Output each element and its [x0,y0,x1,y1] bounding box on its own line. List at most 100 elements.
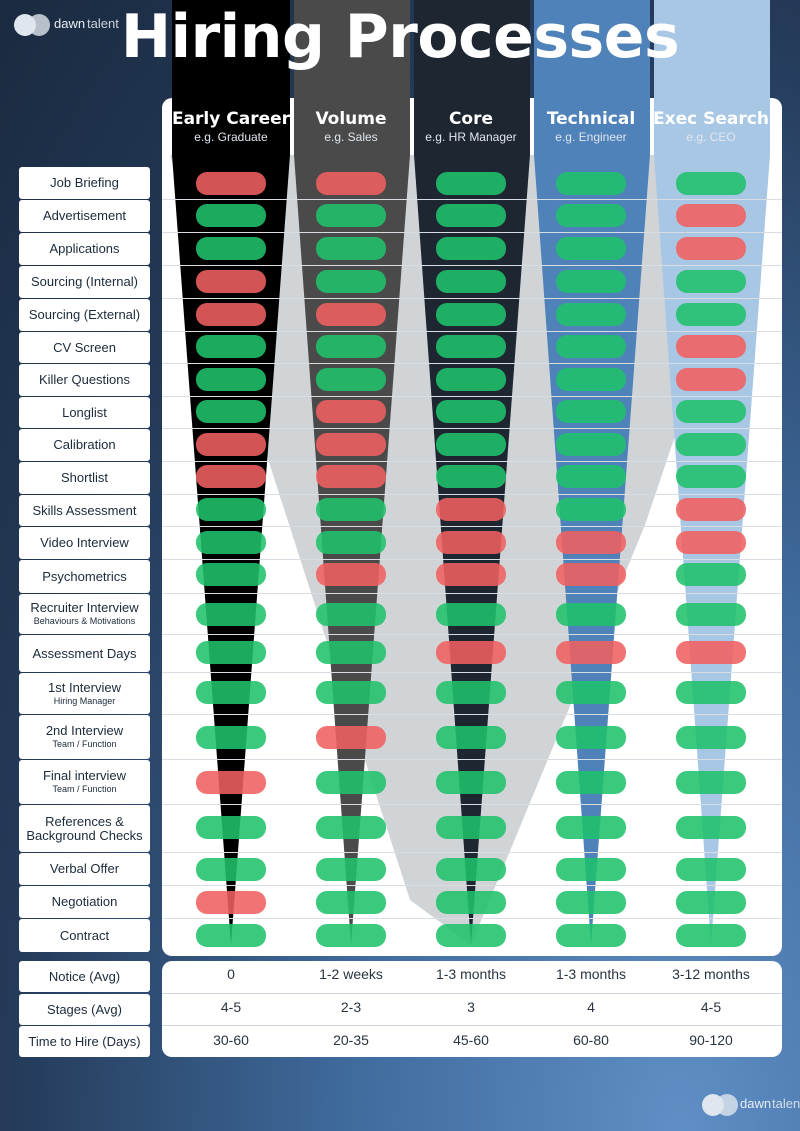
status-pill-included [676,680,746,704]
status-pill-included [436,203,506,227]
stage-name: Assessment Days [32,645,137,661]
status-pill-excluded [316,171,386,195]
row-separator [162,331,782,332]
column-header: Early Career e.g. Graduate [171,109,291,145]
status-pill-included [676,923,746,947]
status-pill-included [556,602,626,626]
status-pill-included [196,562,266,586]
status-pill-included [676,269,746,293]
status-pill-excluded [436,497,506,521]
status-pill-excluded [676,530,746,554]
stage-label: Recruiter Interview Behaviours & Motivati… [19,594,150,634]
status-pill-included [676,725,746,749]
status-pill-included [436,815,506,839]
stage-label: Killer Questions [19,364,150,396]
page-title: Hiring Processes [120,2,680,72]
status-pill-included [196,530,266,554]
status-pill-included [436,680,506,704]
status-pill-included [556,302,626,326]
status-pill-excluded [316,302,386,326]
status-pill-excluded [676,203,746,227]
logo-circle-icon [716,1094,738,1116]
status-pill-included [436,770,506,794]
stage-label: References & Background Checks [19,805,150,852]
stage-name: Longlist [62,404,107,420]
status-pill-included [436,302,506,326]
status-pill-excluded [316,464,386,488]
row-separator [162,199,782,200]
status-pill-excluded [196,464,266,488]
status-pill-excluded [196,171,266,195]
stage-label: Advertisement [19,200,150,232]
status-pill-excluded [196,770,266,794]
status-pill-included [676,815,746,839]
stage-name: Negotiation [51,894,118,909]
status-pill-included [316,815,386,839]
status-pill-included [436,269,506,293]
stage-name: Contract [59,927,110,943]
status-pill-included [556,497,626,521]
stage-name: Job Briefing [50,175,119,190]
summary-label: Stages (Avg) [19,994,150,1025]
status-pill-included [196,640,266,664]
stage-name: Recruiter Interview [30,600,139,615]
status-pill-excluded [676,497,746,521]
status-pill-excluded [316,432,386,456]
stage-name: Video Interview [40,535,129,550]
stage-label: Longlist [19,397,150,428]
stage-name: Sourcing (Internal) [31,274,138,289]
status-pill-excluded [436,530,506,554]
stage-label: CV Screen [19,332,150,363]
column-example: e.g. Engineer [555,130,627,144]
summary-panel [162,961,782,1057]
stage-label: 2nd Interview Team / Function [19,715,150,759]
status-pill-included [196,857,266,881]
row-separator [162,714,782,715]
stage-subtitle: Hiring Manager [53,695,116,706]
status-pill-excluded [196,432,266,456]
status-pill-included [436,236,506,260]
summary-label-text: Time to Hire (Days) [28,1033,141,1049]
stage-name: Final interview [42,768,127,783]
status-pill-excluded [436,640,506,664]
stage-label: 1st Interview Hiring Manager [19,673,150,714]
status-pill-included [556,725,626,749]
status-pill-included [676,464,746,488]
status-pill-included [556,770,626,794]
summary-value: 4 [587,999,595,1015]
status-pill-included [196,815,266,839]
logo-circle-icon [28,14,50,36]
row-separator [162,265,782,266]
status-pill-excluded [556,562,626,586]
status-pill-included [556,857,626,881]
status-pill-included [676,432,746,456]
summary-value: 0 [227,966,235,982]
status-pill-included [316,236,386,260]
status-pill-included [676,890,746,914]
summary-value: 90-120 [689,1032,733,1048]
status-pill-included [556,399,626,423]
status-pill-included [556,236,626,260]
status-pill-included [436,432,506,456]
status-pill-excluded [676,367,746,391]
logo-bottom: dawn talent [700,1090,800,1120]
row-separator [162,852,782,853]
status-pill-included [436,923,506,947]
status-pill-included [196,602,266,626]
status-pill-included [556,464,626,488]
status-pill-included [316,602,386,626]
status-pill-included [196,399,266,423]
status-pill-included [316,923,386,947]
status-pill-included [556,680,626,704]
summary-value: 3-12 months [672,966,750,982]
status-pill-included [556,890,626,914]
status-pill-excluded [196,890,266,914]
summary-value: 4-5 [220,999,242,1015]
status-pill-excluded [196,269,266,293]
status-pill-included [436,334,506,358]
row-separator [162,885,782,886]
status-pill-included [316,680,386,704]
stage-name: Advertisement [42,208,127,223]
status-pill-excluded [676,236,746,260]
stage-name: Applications [49,241,120,256]
